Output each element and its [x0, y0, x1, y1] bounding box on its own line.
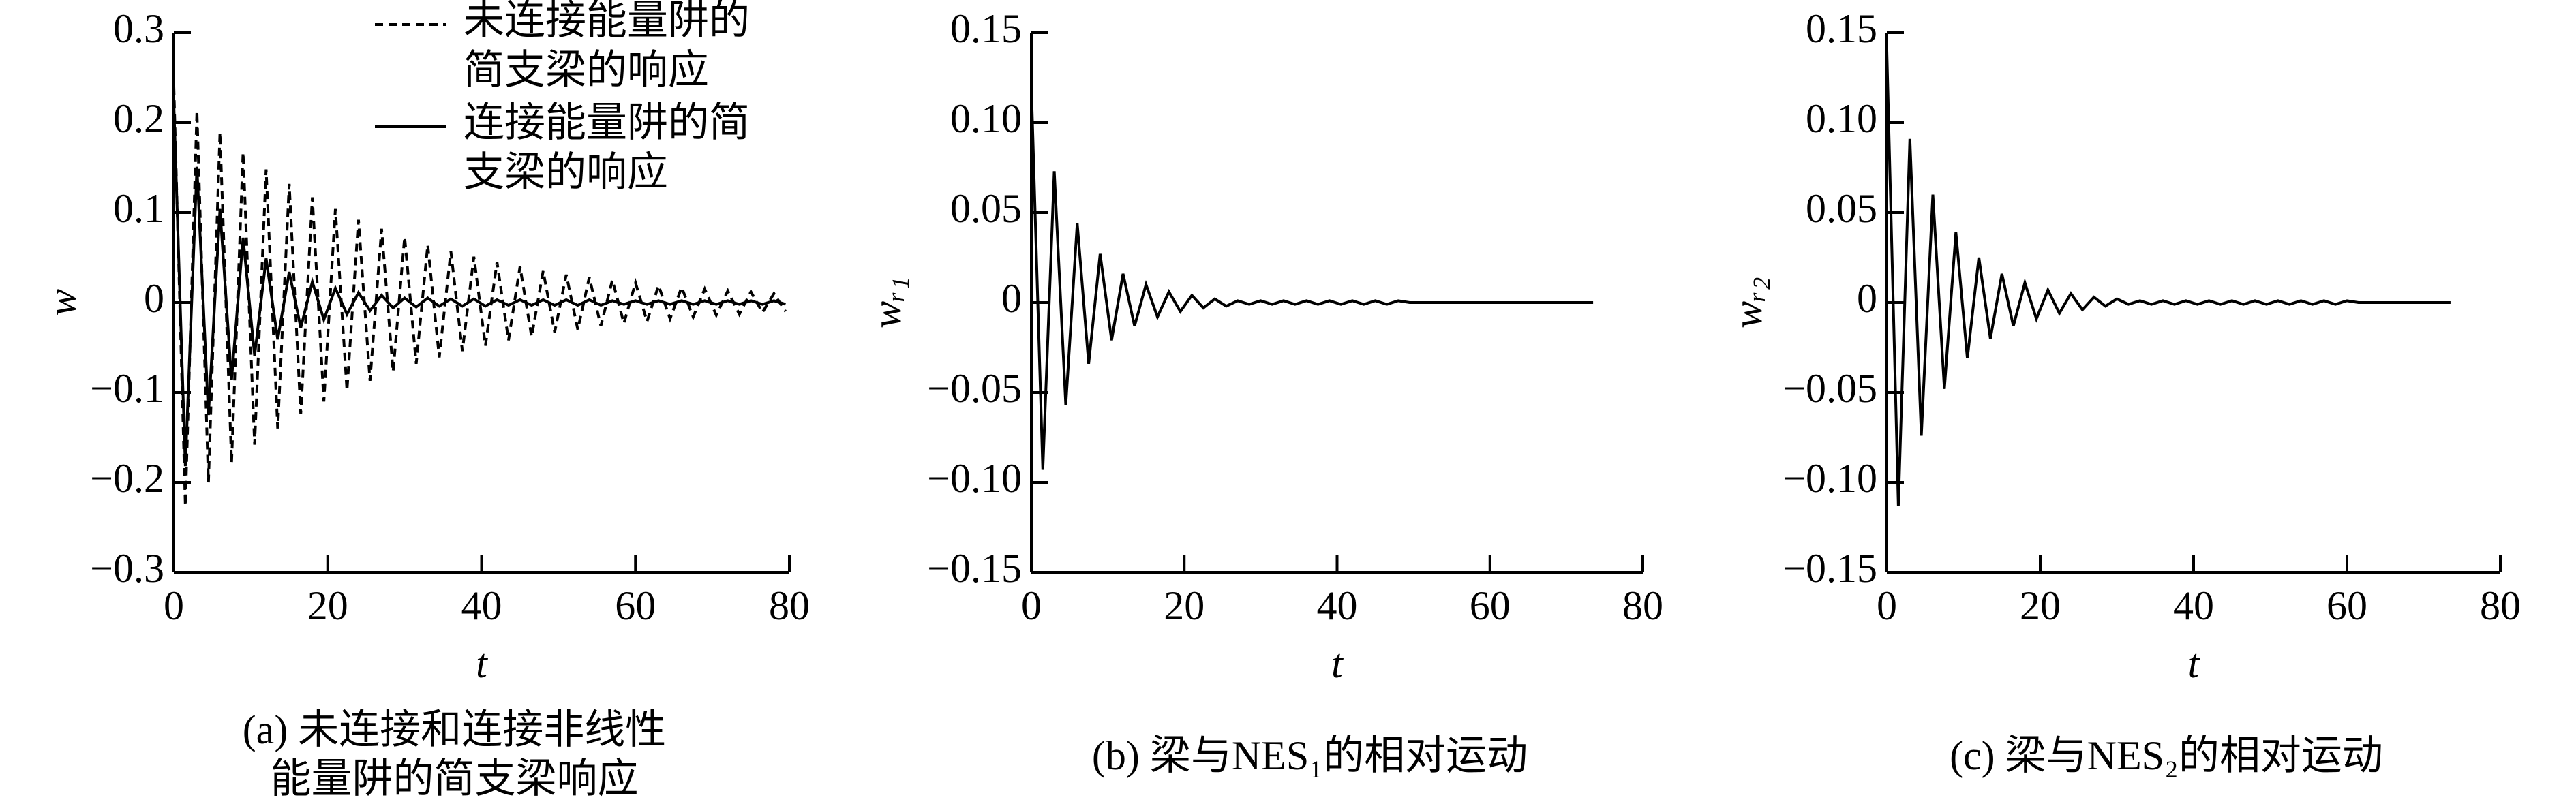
- y-tick-label: −0.10: [927, 456, 1022, 501]
- y-tick-label: 0: [144, 276, 164, 321]
- data-line: [172, 104, 786, 467]
- x-tick-label: 40: [461, 583, 502, 628]
- y-tick-label: 0.15: [1806, 6, 1877, 51]
- x-tick-label: 0: [1021, 583, 1042, 628]
- y-tick-label: −0.15: [1783, 546, 1877, 591]
- caption: (c) 梁与NES₂的相对运动: [1950, 733, 2383, 778]
- y-axis-label: wᵣ₂: [1725, 277, 1770, 328]
- x-tick-label: 40: [2173, 583, 2214, 628]
- x-tick-label: 0: [164, 583, 184, 628]
- x-axis-label: t: [1331, 641, 1344, 686]
- x-tick-label: 60: [615, 583, 656, 628]
- y-tick-label: 0.10: [1806, 96, 1877, 141]
- caption: (b) 梁与NES₁的相对运动: [1092, 733, 1528, 778]
- y-tick-label: −0.2: [90, 456, 164, 501]
- y-tick-label: −0.15: [927, 546, 1022, 591]
- x-tick-label: 80: [769, 583, 810, 628]
- y-tick-label: 0.1: [113, 186, 164, 231]
- x-tick-label: 60: [1470, 583, 1511, 628]
- data-line: [172, 87, 787, 506]
- x-tick-label: 0: [1877, 583, 1897, 628]
- x-axis-label: t: [2188, 641, 2200, 686]
- legend-label: 连接能量阱的简支梁的响应: [464, 100, 750, 195]
- x-axis-label: t: [476, 641, 488, 686]
- legend-label: 未连接能量阱的简支梁的响应: [464, 0, 750, 93]
- y-tick-label: −0.1: [90, 366, 164, 411]
- x-tick-label: 20: [1164, 583, 1204, 628]
- caption: 能量阱的简支梁响应: [271, 756, 639, 801]
- y-tick-label: 0: [1001, 276, 1022, 321]
- x-tick-label: 20: [307, 583, 348, 628]
- x-tick-label: 80: [2480, 583, 2521, 628]
- y-tick-label: 0.2: [113, 96, 164, 141]
- y-tick-label: −0.05: [927, 366, 1022, 411]
- y-tick-label: 0.10: [950, 96, 1022, 141]
- y-tick-label: 0.15: [950, 6, 1022, 51]
- y-tick-label: 0.3: [113, 6, 164, 51]
- y-tick-label: 0: [1857, 276, 1877, 321]
- x-tick-label: 80: [1622, 583, 1663, 628]
- x-tick-label: 20: [2020, 583, 2061, 628]
- x-tick-label: 60: [2327, 583, 2367, 628]
- y-tick-label: −0.05: [1783, 366, 1877, 411]
- y-tick-label: 0.05: [950, 186, 1022, 231]
- data-line: [1030, 87, 1594, 470]
- caption: (a) 未连接和连接非线性: [243, 707, 667, 752]
- y-tick-label: −0.3: [90, 546, 164, 591]
- data-line: [1885, 50, 2451, 506]
- y-tick-label: −0.10: [1783, 456, 1877, 501]
- x-tick-label: 40: [1317, 583, 1358, 628]
- y-axis-label: w: [40, 289, 85, 316]
- y-tick-label: 0.05: [1806, 186, 1877, 231]
- y-axis-label: wᵣ₁: [864, 277, 909, 328]
